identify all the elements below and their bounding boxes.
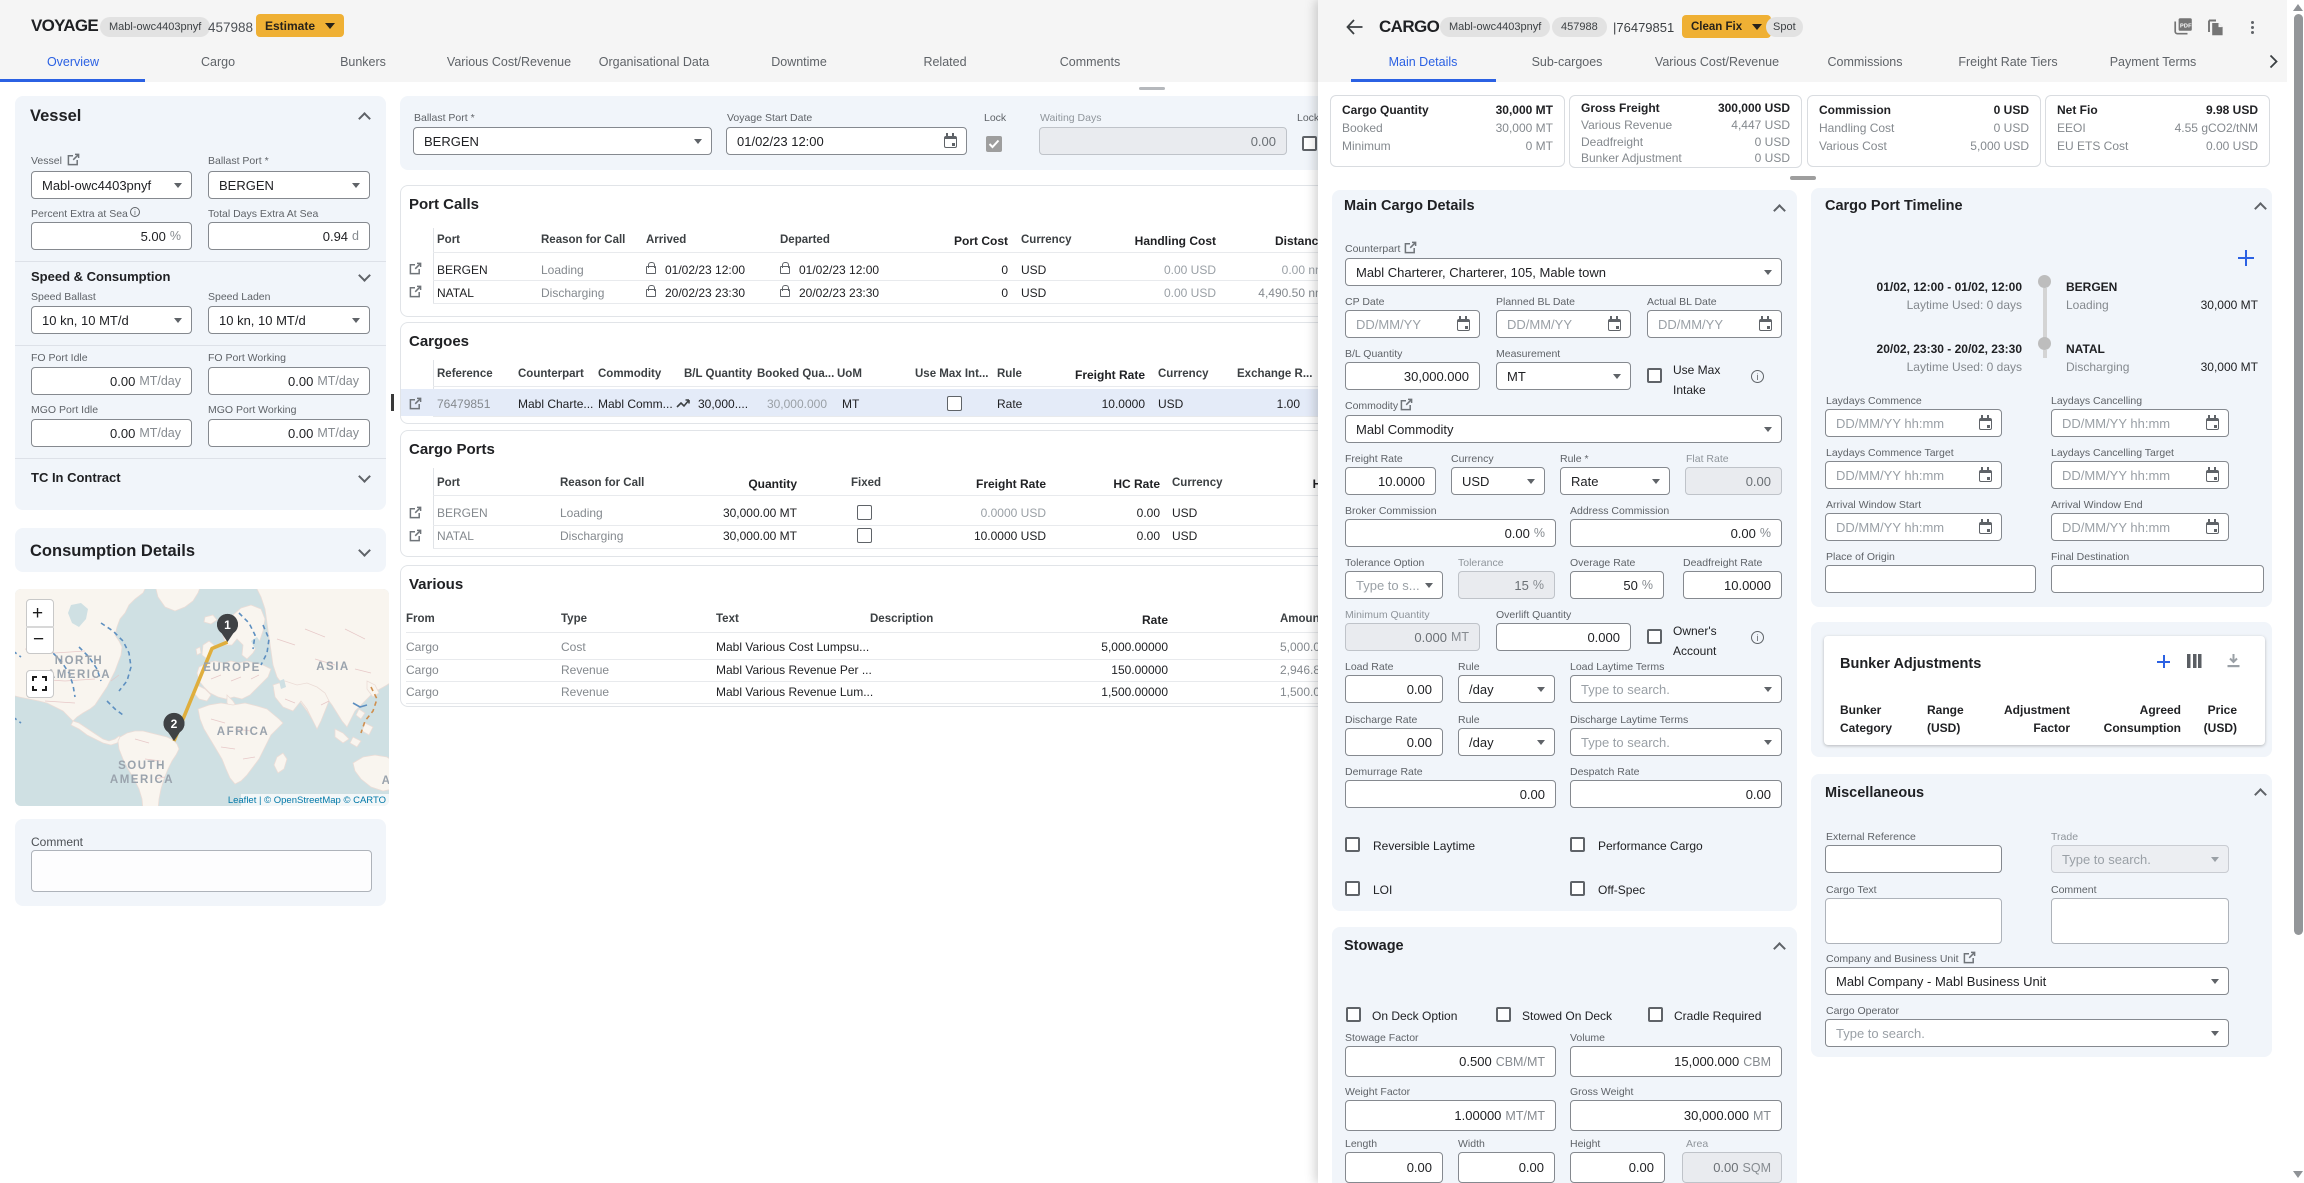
svg-text:Leaflet | © OpenStreetMap © CA: Leaflet | © OpenStreetMap © CARTO bbox=[228, 795, 386, 806]
svg-text:NORTH: NORTH bbox=[55, 655, 103, 667]
svg-text:EUROPE: EUROPE bbox=[203, 662, 261, 674]
svg-text:1: 1 bbox=[224, 618, 231, 632]
svg-text:2: 2 bbox=[171, 717, 178, 731]
svg-text:SOUTH: SOUTH bbox=[118, 760, 166, 772]
svg-text:AMERICA: AMERICA bbox=[110, 774, 174, 786]
svg-text:AMERICA: AMERICA bbox=[47, 669, 111, 681]
svg-text:ASIA: ASIA bbox=[316, 661, 349, 673]
svg-text:PDF: PDF bbox=[2180, 23, 2192, 29]
svg-text:AFRICA: AFRICA bbox=[217, 726, 269, 738]
svg-text:AUS: AUS bbox=[382, 775, 389, 787]
